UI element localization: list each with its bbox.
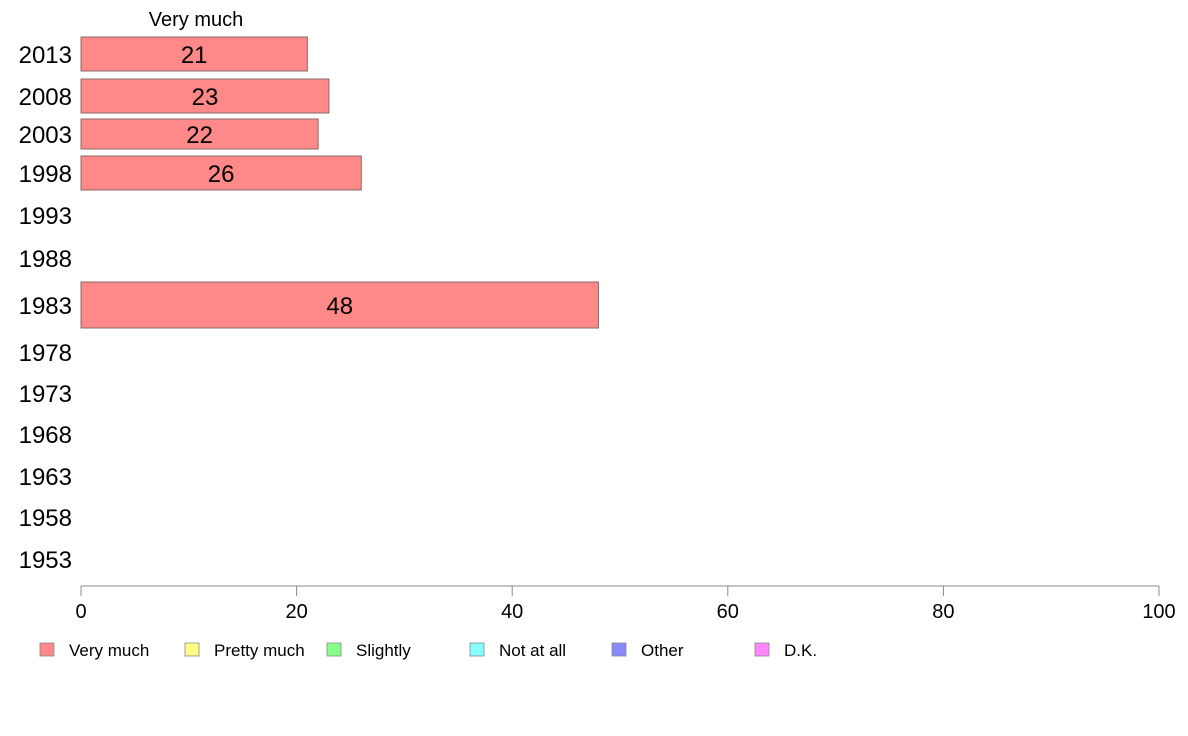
x-tick-label-100: 100 [1142,601,1175,623]
y-tick-label-1963: 1963 [19,464,72,491]
bar-1998-0 [80,155,362,191]
column-header: Very much [149,9,243,31]
legend-swatch-2 [326,642,342,657]
bar-label-2013: 21 [181,42,208,69]
bar-2003-0 [80,118,319,150]
y-tick-label-2008: 2008 [19,84,72,111]
y-tick-label-1988: 1988 [19,246,72,273]
legend-item-3: Not at all [469,641,566,660]
legend-label-0: Very much [69,641,149,660]
y-tick-label-1978: 1978 [19,340,72,367]
bar-1983-0 [80,281,599,329]
y-tick-label-2003: 2003 [19,122,72,149]
legend-swatch-1 [184,642,200,657]
bar-2013-0 [80,36,308,72]
bar-label-1998: 26 [208,161,235,188]
y-tick-label-1998: 1998 [19,161,72,188]
x-tick-label-80: 80 [932,601,954,623]
legend-swatch-4 [611,642,627,657]
y-tick-label-1973: 1973 [19,381,72,408]
legend-item-4: Other [611,641,684,660]
y-axis-tick-labels: 2013 2008 2003 1998 1993 1988 1983 1978 1973 1968… [19,42,72,574]
y-tick-label-1993: 1993 [19,203,72,230]
x-tick-label-40: 40 [501,601,523,623]
x-tick-label-60: 60 [717,601,739,623]
y-tick-label-1958: 1958 [19,505,72,532]
x-tick-label-20: 20 [285,601,307,623]
legend-item-2: Slightly [326,641,411,660]
legend-swatch-5 [754,642,770,657]
legend-label-3: Not at all [499,641,566,660]
legend-label-2: Slightly [356,641,411,660]
legend-swatch-0 [39,642,55,657]
bar-label-2008: 23 [192,84,219,111]
legend-label-4: Other [641,641,684,660]
bar-label-1983: 48 [326,293,353,320]
legend-swatch-3 [469,642,485,657]
legend-item-5: D.K. [754,641,817,660]
legend-item-0: Very much [39,641,149,660]
legend-label-1: Pretty much [214,641,305,660]
bar-2008-0 [80,78,330,114]
legend-label-5: D.K. [784,641,817,660]
y-tick-label-2013: 2013 [19,42,72,69]
bar-label-2003: 22 [186,122,213,149]
x-axis: 0 20 40 60 80 100 [75,585,1176,623]
y-tick-label-1968: 1968 [19,422,72,449]
bars: 21 23 22 26 48 [80,36,599,329]
y-tick-label-1953: 1953 [19,547,72,574]
legend-item-1: Pretty much [184,641,305,660]
legend: Very much Pretty much Slightly Not at all Ot… [39,641,817,660]
y-tick-label-1983: 1983 [19,293,72,320]
x-tick-label-0: 0 [75,601,86,623]
